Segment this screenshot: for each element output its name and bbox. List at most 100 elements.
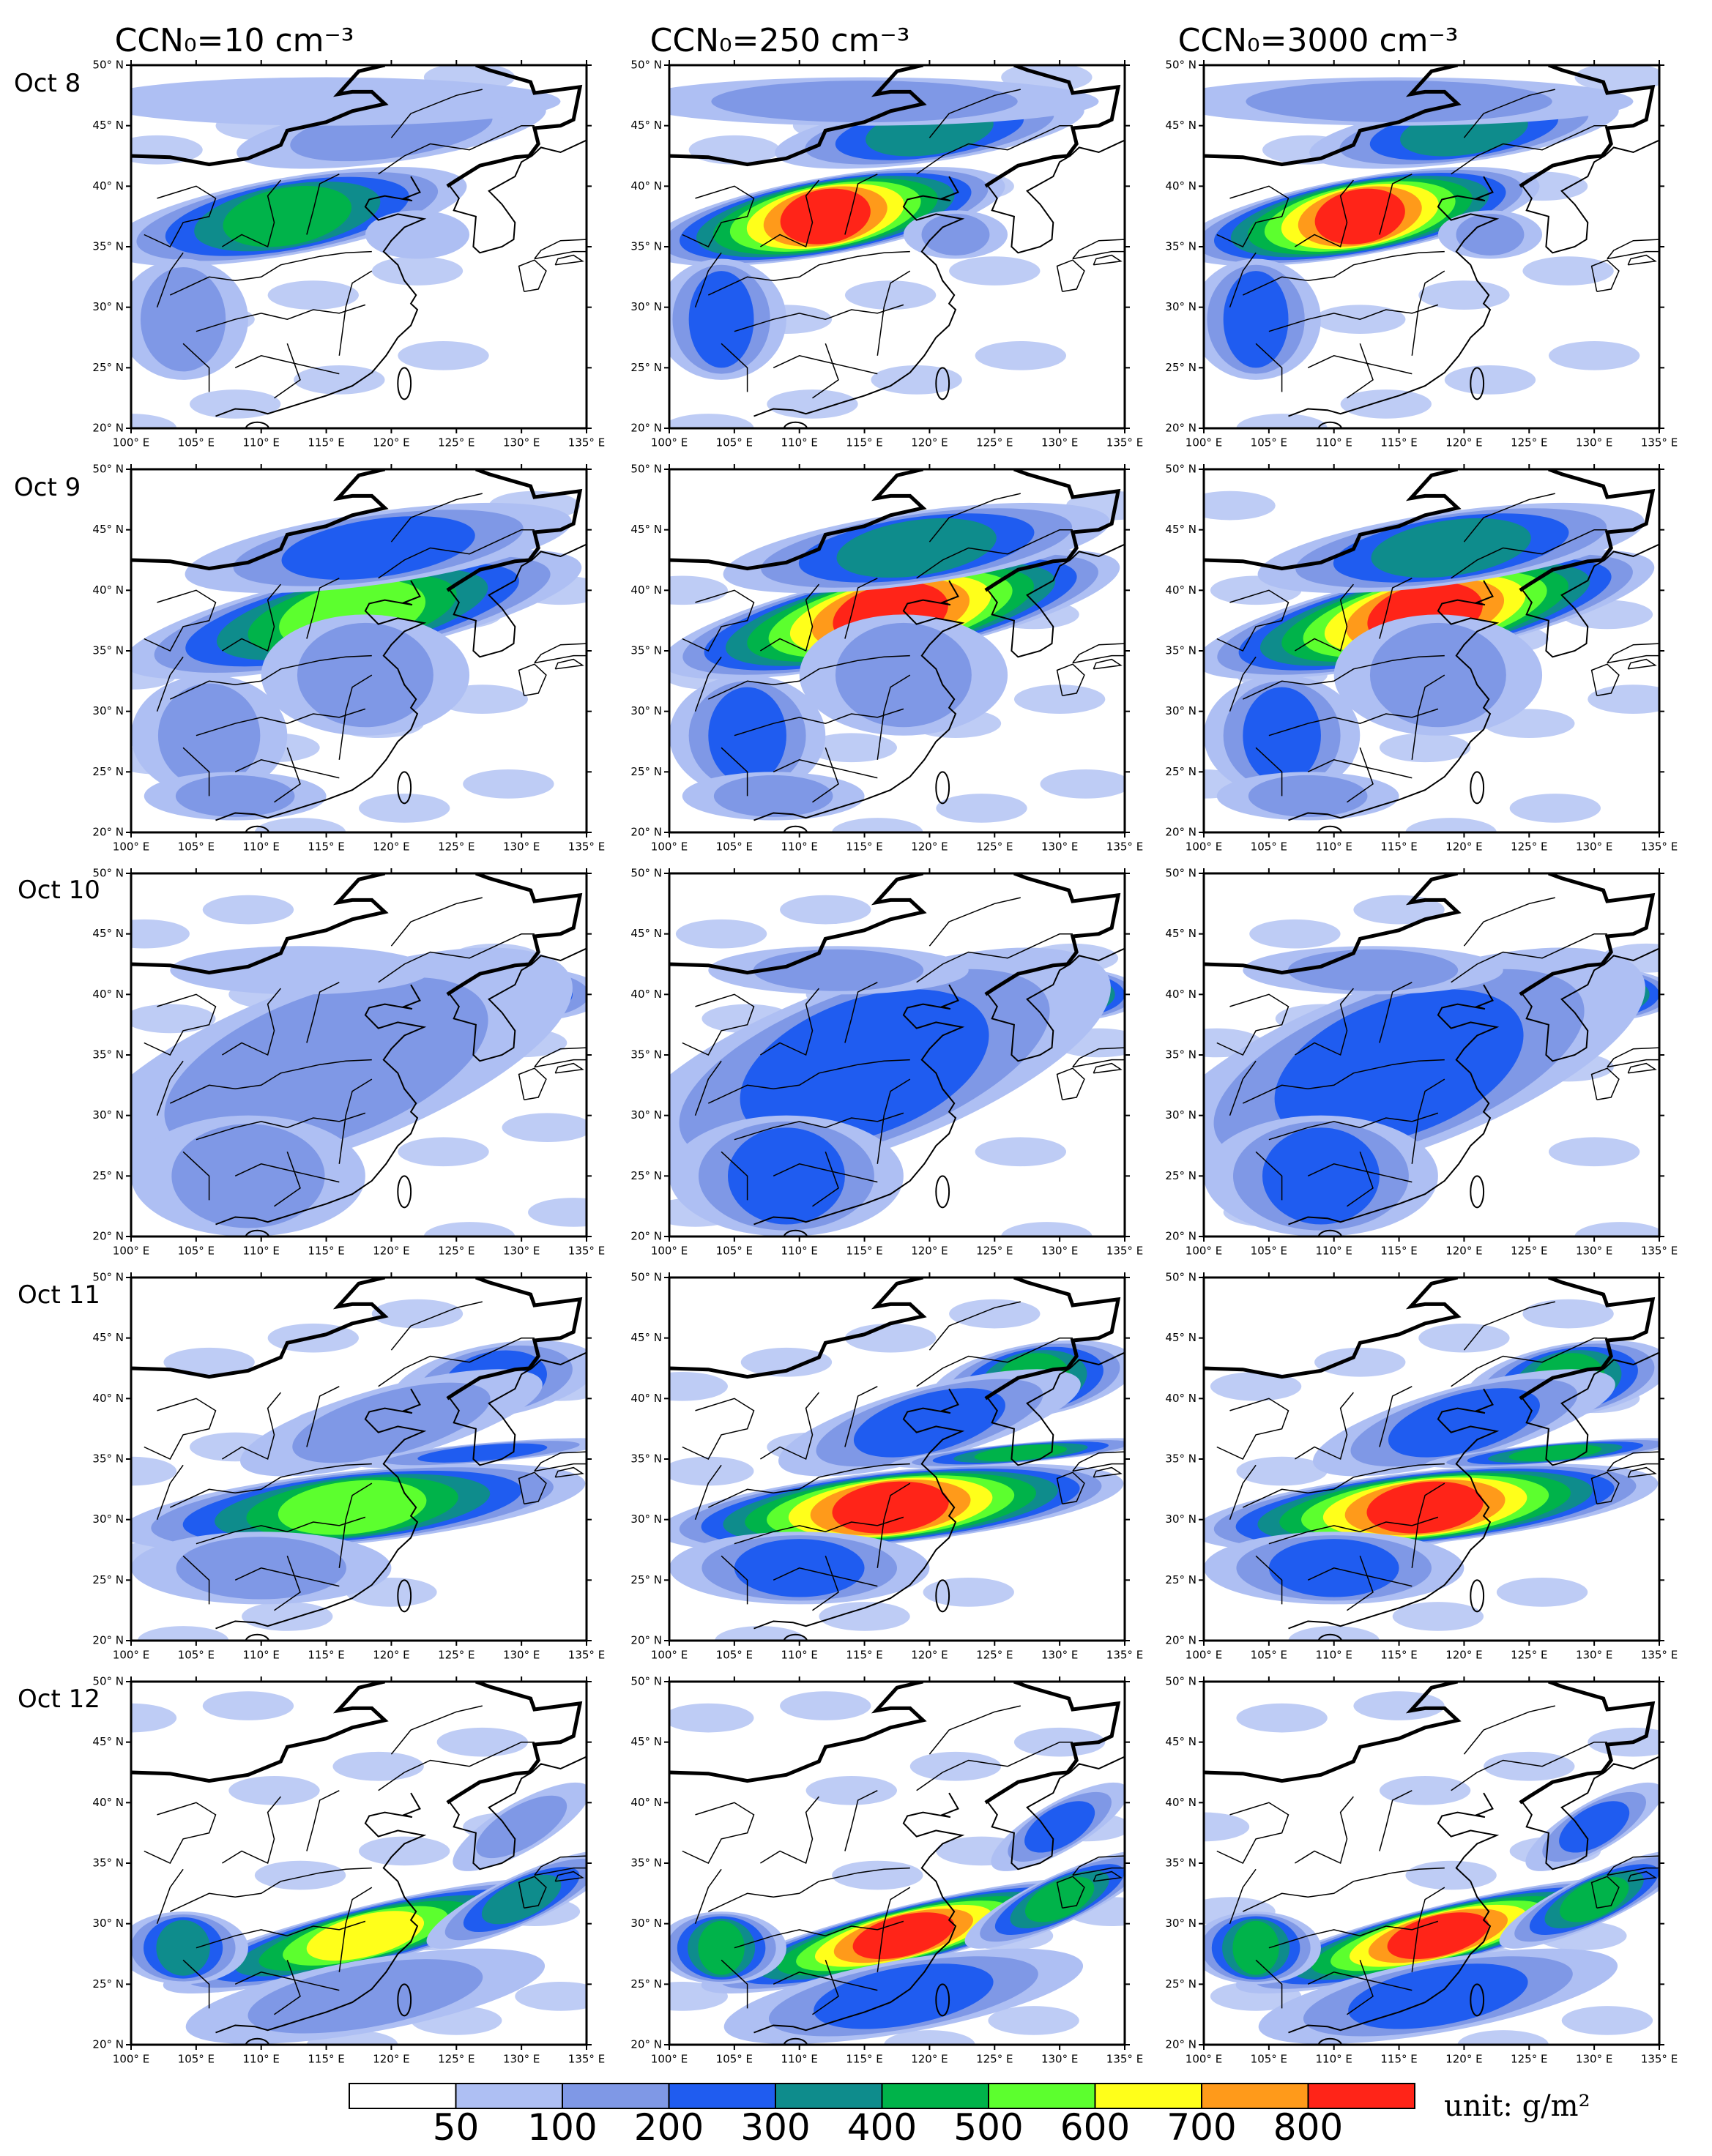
field-patch (669, 1703, 754, 1733)
field-patch (780, 1691, 871, 1720)
y-tick-label: 25° N (92, 1169, 124, 1182)
province-line (306, 1790, 340, 1851)
field-patch (1574, 65, 1659, 92)
x-tick-label: 125° E (976, 1245, 1013, 1258)
x-tick-label: 130° E (1576, 840, 1612, 854)
colorbar-label: 50 (433, 2106, 480, 2149)
x-tick-label: 110° E (243, 840, 280, 854)
y-tick-label: 25° N (1165, 1573, 1196, 1586)
field-patch (242, 1602, 333, 1631)
coastline (1522, 139, 1659, 254)
coastline (987, 947, 1125, 1062)
field-contour (1024, 1876, 1095, 1922)
field-patch (1353, 1691, 1445, 1720)
province-line (306, 1386, 340, 1447)
y-tick-label: 30° N (92, 300, 124, 313)
y-tick-label: 40° N (1165, 1796, 1196, 1809)
province-line (1255, 343, 1283, 392)
province-line (721, 1959, 748, 2009)
field-patch (1288, 1626, 1380, 1641)
province-line (916, 124, 1073, 175)
border-line (446, 1682, 583, 1805)
x-tick-label: 100° E (1186, 1649, 1222, 1662)
coastline (1072, 1451, 1125, 1472)
x-tick-label: 110° E (781, 1649, 818, 1662)
province-line (1295, 1796, 1354, 1865)
field-patch (1204, 490, 1276, 521)
field-patch (1204, 1812, 1250, 1842)
island (935, 367, 950, 400)
field-patch (1457, 2030, 1549, 2045)
coastline (554, 1870, 584, 1882)
province-line (156, 252, 184, 307)
y-tick-label: 20° N (92, 422, 124, 435)
province-line (196, 1112, 366, 1141)
field-contour (248, 1959, 483, 2034)
column-title: CCN₀=250 cm⁻³ (650, 22, 910, 59)
province-line (1216, 589, 1289, 652)
x-tick-label: 115° E (308, 1649, 344, 1662)
map-panel (1204, 1277, 1659, 1641)
field-patch (1236, 1456, 1328, 1486)
x-tick-label: 100° E (651, 1649, 688, 1662)
coastline (215, 1792, 427, 2034)
coastline (987, 1351, 1125, 1466)
x-tick-label: 115° E (846, 436, 882, 450)
province-line (182, 747, 210, 797)
field-contour (140, 266, 226, 372)
province-line (182, 1959, 210, 2009)
x-tick-label: 135° E (1641, 436, 1678, 450)
y-tick-label: 20° N (92, 826, 124, 839)
y-tick-label: 35° N (92, 644, 124, 657)
border-line (669, 65, 927, 167)
x-tick-label: 120° E (373, 1649, 409, 1662)
y-tick-label: 40° N (92, 179, 124, 193)
x-tick-label: 105° E (1251, 2053, 1287, 2066)
y-tick-label: 45° N (630, 1331, 662, 1344)
province-line (1307, 759, 1413, 779)
field-patch (975, 340, 1067, 370)
y-tick-label: 35° N (630, 1452, 662, 1466)
coastline (1522, 1351, 1659, 1466)
coastline (215, 984, 427, 1226)
island (783, 421, 808, 428)
province-line (1268, 1516, 1439, 1545)
map-panel (1204, 65, 1659, 428)
province-line (1379, 174, 1413, 235)
y-tick-label: 35° N (92, 240, 124, 253)
province-line (1411, 1887, 1445, 1972)
y-tick-label: 30° N (1165, 1108, 1196, 1122)
island (397, 1579, 412, 1613)
x-tick-label: 110° E (781, 840, 818, 854)
border-line (1204, 65, 1462, 167)
island (245, 1229, 270, 1236)
y-tick-label: 45° N (92, 1735, 124, 1748)
province-line (144, 589, 217, 652)
province-line (1255, 1151, 1283, 1201)
field-contour (1246, 81, 1552, 123)
field-contour (835, 622, 972, 728)
field-patch (819, 1602, 910, 1631)
island (397, 1175, 412, 1209)
y-tick-label: 35° N (630, 1048, 662, 1062)
field-contour (698, 1920, 745, 1975)
field-contour (1223, 271, 1289, 368)
border-line (446, 873, 583, 996)
field-patch (131, 414, 177, 428)
field-patch (359, 1836, 450, 1866)
y-tick-label: 25° N (92, 361, 124, 374)
field-patch (515, 1982, 587, 2011)
x-tick-label: 105° E (1251, 1245, 1287, 1258)
coastline (1627, 658, 1657, 670)
field-patch (163, 1347, 255, 1377)
x-tick-label: 125° E (438, 2053, 474, 2066)
x-tick-label: 135° E (568, 1649, 605, 1662)
coastline (1056, 1471, 1085, 1504)
y-tick-label: 50° N (630, 867, 662, 880)
y-tick-label: 30° N (630, 704, 662, 717)
x-tick-label: 125° E (976, 2053, 1013, 2066)
province-line (390, 897, 483, 947)
province-line (1463, 493, 1555, 542)
coastline (534, 1855, 587, 1876)
field-patch (1444, 365, 1536, 395)
